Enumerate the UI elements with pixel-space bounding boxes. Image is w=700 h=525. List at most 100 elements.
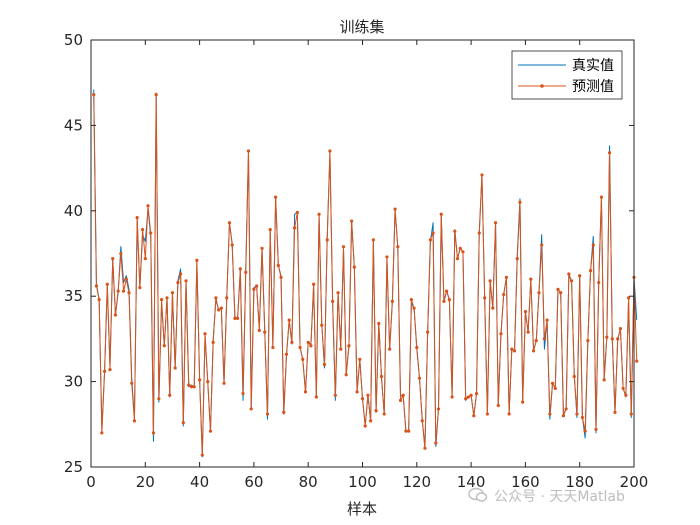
x-tick-label: 100	[348, 473, 377, 491]
data-point	[328, 149, 332, 153]
data-point	[502, 292, 506, 297]
data-point	[366, 393, 370, 397]
data-point	[178, 272, 183, 276]
data-point	[629, 412, 633, 416]
data-point	[260, 246, 264, 250]
data-point	[550, 381, 555, 385]
data-point	[358, 357, 362, 361]
data-point	[309, 344, 313, 348]
data-point	[284, 352, 289, 356]
data-point	[219, 306, 223, 310]
data-point	[379, 374, 384, 379]
data-point	[564, 407, 568, 411]
data-point	[336, 291, 340, 295]
x-tick-label: 200	[620, 473, 649, 491]
data-point	[540, 243, 544, 247]
data-point	[263, 330, 267, 334]
data-point	[526, 330, 530, 334]
data-point	[616, 337, 620, 341]
data-point	[607, 151, 612, 155]
data-point	[198, 378, 202, 382]
data-point	[390, 299, 394, 303]
data-point	[545, 318, 549, 322]
data-point	[472, 414, 476, 418]
data-point	[320, 323, 324, 327]
data-point	[512, 349, 517, 353]
x-tick-label: 160	[511, 473, 540, 491]
data-point	[339, 347, 343, 351]
data-point	[488, 279, 492, 283]
y-tick-label: 50	[64, 31, 83, 49]
data-point	[298, 345, 302, 350]
data-point	[303, 390, 308, 394]
data-point	[130, 381, 134, 385]
x-tick-label: 20	[136, 473, 155, 491]
data-point	[531, 349, 536, 353]
legend-label-true: 真实值	[572, 58, 614, 74]
data-point	[518, 200, 522, 204]
data-point	[382, 412, 386, 416]
data-point	[618, 327, 623, 331]
x-tick-label: 140	[457, 473, 486, 491]
data-point	[355, 390, 359, 394]
data-point	[225, 296, 229, 300]
data-point	[274, 195, 278, 199]
data-point	[195, 258, 199, 262]
legend-box	[511, 50, 623, 100]
data-point	[149, 231, 153, 235]
data-point	[119, 251, 123, 256]
data-point	[474, 391, 479, 396]
data-point	[135, 216, 139, 220]
data-point	[314, 395, 318, 399]
y-tick-label: 45	[64, 116, 83, 134]
data-point	[385, 255, 389, 259]
data-point	[347, 344, 351, 348]
data-point	[610, 337, 614, 341]
data-point	[499, 332, 503, 336]
data-point	[170, 291, 175, 295]
data-point	[143, 257, 147, 261]
data-point	[217, 308, 221, 312]
data-point	[537, 291, 541, 295]
data-point	[222, 381, 226, 385]
data-point	[455, 257, 460, 261]
data-point	[605, 335, 609, 339]
data-point	[127, 291, 131, 295]
data-point	[257, 328, 261, 332]
data-point	[534, 339, 538, 343]
data-point	[108, 368, 112, 372]
data-point	[227, 221, 232, 225]
data-point	[241, 391, 245, 396]
data-point	[515, 257, 519, 261]
data-point	[458, 246, 462, 250]
data-point	[306, 340, 310, 344]
data-point	[200, 453, 204, 457]
data-point	[613, 410, 617, 414]
y-tick-label: 35	[64, 287, 83, 305]
data-point	[583, 429, 587, 433]
data-point	[426, 330, 430, 334]
x-tick-label: 80	[299, 473, 318, 491]
data-point	[287, 318, 291, 322]
data-point	[168, 393, 172, 397]
data-point	[121, 289, 126, 293]
data-point	[597, 280, 601, 285]
data-point	[208, 429, 213, 433]
data-point	[624, 393, 628, 397]
data-point	[428, 238, 432, 242]
data-point	[187, 383, 191, 387]
data-point	[363, 424, 367, 428]
data-point	[504, 275, 508, 280]
series-layer	[92, 89, 639, 458]
data-point	[189, 385, 194, 389]
data-point	[447, 298, 451, 302]
y-tick-label: 25	[64, 458, 83, 476]
x-tick-label: 180	[565, 473, 594, 491]
data-point	[181, 420, 185, 425]
data-point	[331, 299, 335, 303]
data-point	[635, 359, 639, 363]
data-point	[271, 345, 275, 350]
data-point	[580, 415, 585, 420]
data-point	[417, 376, 422, 380]
